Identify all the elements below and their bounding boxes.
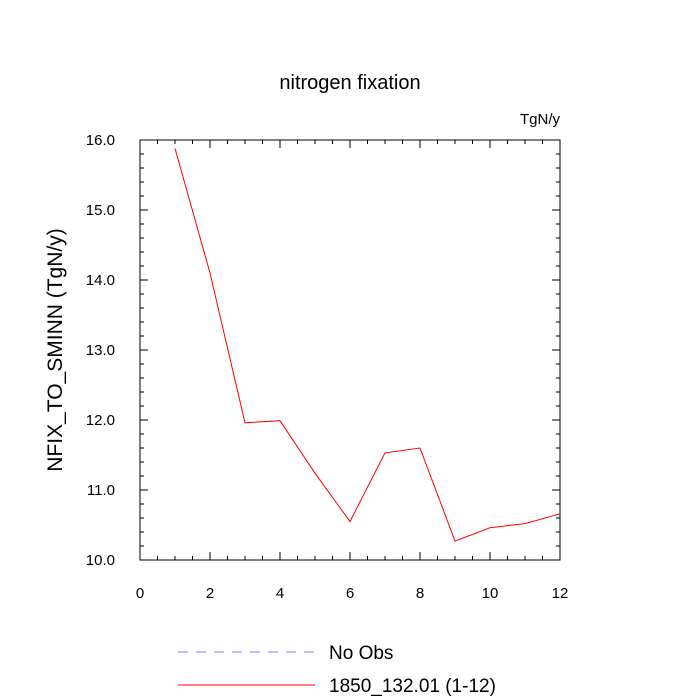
plot-frame bbox=[139, 139, 561, 561]
series-line-0 bbox=[174, 148, 561, 542]
x-tick-label: 6 bbox=[346, 585, 354, 602]
legend-label-0: No Obs bbox=[329, 643, 393, 664]
series-layer bbox=[174, 148, 561, 542]
units-label: TgN/y bbox=[520, 111, 561, 128]
x-tick-label: 12 bbox=[552, 585, 569, 602]
y-tick-label: 15.0 bbox=[86, 202, 115, 219]
y-tick-label: 10.0 bbox=[86, 552, 115, 569]
x-tick-label: 8 bbox=[416, 585, 424, 602]
y-axis-label: NFIX_TO_SMINN (TgN/y) bbox=[44, 228, 67, 471]
x-axis: 0 2 4 6 8 10 12 bbox=[136, 140, 569, 602]
y-tick-label: 16.0 bbox=[86, 132, 115, 149]
legend: No Obs 1850_132.01 (1-12) bbox=[178, 643, 496, 697]
x-tick-label: 2 bbox=[206, 585, 214, 602]
y-tick-label: 12.0 bbox=[86, 412, 115, 429]
legend-label-1: 1850_132.01 (1-12) bbox=[329, 676, 496, 697]
x-tick-label: 4 bbox=[276, 585, 284, 602]
y-axis: 10.0 11.0 12.0 13.0 14.0 15.0 16.0 bbox=[86, 132, 560, 569]
y-tick-label: 14.0 bbox=[86, 272, 115, 289]
chart-title: nitrogen fixation bbox=[279, 72, 420, 94]
x-tick-label: 10 bbox=[482, 585, 499, 602]
y-tick-label: 11.0 bbox=[87, 482, 115, 499]
y-tick-label: 13.0 bbox=[86, 342, 115, 359]
x-tick-label: 0 bbox=[136, 585, 144, 602]
